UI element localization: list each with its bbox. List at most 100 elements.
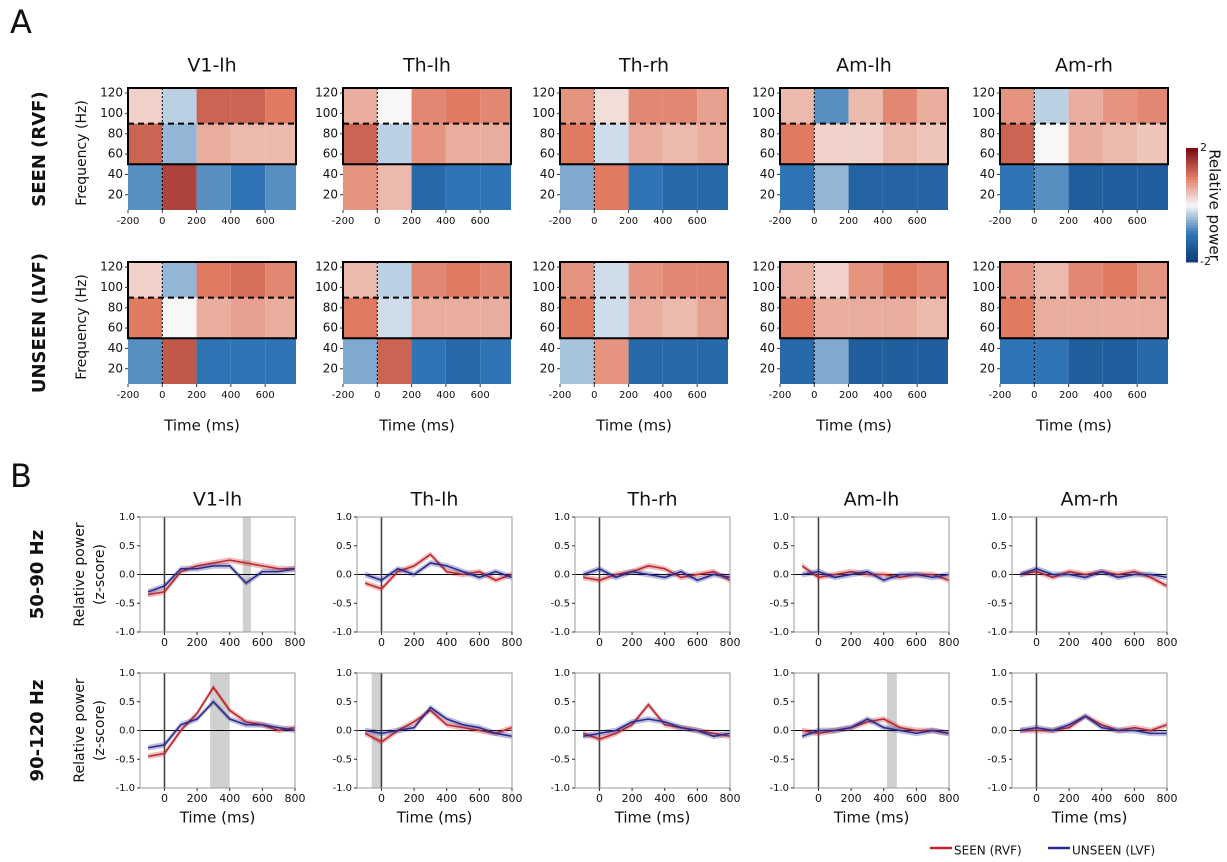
panel-title: Am-rh <box>1055 55 1113 77</box>
series-line <box>364 553 513 590</box>
heatmap-cell <box>377 297 412 339</box>
y-tick-label: 40 <box>540 341 555 355</box>
y-tick-label: -1.0 <box>332 627 352 638</box>
panel-title: Am-lh <box>836 55 892 77</box>
heatmap-cell <box>343 164 378 210</box>
x-tick-label: 0 <box>596 636 603 649</box>
colorbar-step <box>1186 159 1198 163</box>
series-line <box>582 567 731 582</box>
y-tick-label: 100 <box>972 106 995 120</box>
colorbar-tick-label: 2 <box>1200 141 1207 154</box>
y-tick-label: 1.0 <box>773 668 789 679</box>
heatmap-cell <box>780 262 815 298</box>
heatmap-cell <box>265 88 296 124</box>
x-tick-label: 400 <box>1093 216 1112 227</box>
x-tick-label: 0 <box>161 792 168 805</box>
heatmap-cell <box>196 88 231 124</box>
y-tick-label: 40 <box>108 341 123 355</box>
x-tick-label: 600 <box>908 216 927 227</box>
heatmap-cell <box>377 338 412 384</box>
series-line <box>365 706 513 738</box>
heatmap-cell <box>848 262 883 298</box>
heatmap-cell <box>445 123 481 165</box>
x-axis-label: Time (ms) <box>815 417 892 435</box>
x-axis-label: Time (ms) <box>614 809 691 827</box>
series-line <box>147 565 296 593</box>
y-tick-label: -1.0 <box>115 783 135 794</box>
y-tick-label: -1.0 <box>987 783 1007 794</box>
heatmap-cell <box>196 297 231 339</box>
x-axis-label: Time (ms) <box>1035 417 1112 435</box>
colorbar-step <box>1186 162 1198 166</box>
heatmap-cell <box>1068 88 1103 124</box>
y-tick-label: 20 <box>108 361 123 375</box>
y-tick-label: 0.0 <box>773 726 789 737</box>
x-tick-label: -200 <box>332 216 355 227</box>
x-tick-label: 200 <box>402 216 421 227</box>
colorbar-tick-label: -2 <box>1200 255 1211 268</box>
heatmap-cell <box>230 297 266 339</box>
y-tick-label: 0.0 <box>119 570 135 581</box>
y-tick-label: -1.0 <box>769 783 789 794</box>
x-tick-label: 600 <box>1128 390 1147 401</box>
heatmap-cell <box>480 338 511 384</box>
heatmap-cell <box>377 88 412 124</box>
heatmap-cell <box>917 164 948 210</box>
x-tick-label: 800 <box>1157 792 1178 805</box>
x-tick-label: 600 <box>471 216 490 227</box>
heatmap-cell <box>780 88 815 124</box>
colorbar-step <box>1186 196 1198 200</box>
heatmap-cell <box>1000 262 1035 298</box>
x-tick-label: 200 <box>1059 636 1080 649</box>
colorbar-step <box>1186 207 1198 212</box>
heatmap-cell <box>230 262 266 298</box>
heatmap-cell <box>560 164 595 210</box>
heatmap-cell <box>162 88 197 124</box>
heatmap-cell <box>480 262 511 298</box>
x-tick-label: 600 <box>252 636 273 649</box>
y-tick-label: 1.0 <box>554 668 570 679</box>
x-tick-label: 400 <box>219 792 240 805</box>
series-line <box>148 700 296 749</box>
x-tick-label: 0 <box>811 216 817 227</box>
x-tick-label: 200 <box>839 390 858 401</box>
y-tick-label: -1.0 <box>769 627 789 638</box>
x-tick-label: 0 <box>596 792 603 805</box>
y-tick-label: 80 <box>760 300 775 314</box>
heatmap-cell <box>594 123 629 165</box>
series-line <box>148 685 296 758</box>
colorbar-step <box>1186 230 1198 234</box>
x-tick-label: 200 <box>187 216 206 227</box>
y-tick-label: 0.0 <box>991 726 1007 737</box>
y-tick-label: 80 <box>323 126 338 140</box>
x-tick-label: 200 <box>1059 792 1080 805</box>
panel-title: V1-lh <box>193 489 242 511</box>
colorbar-step <box>1186 216 1198 220</box>
y-tick-label: 0.5 <box>119 697 135 708</box>
colorbar-step <box>1186 244 1198 249</box>
heatmap-cell <box>848 297 883 339</box>
series-line <box>1020 715 1167 735</box>
y-tick-label: 0.5 <box>554 697 570 708</box>
heatmap-cell <box>445 262 481 298</box>
x-tick-label: 200 <box>404 792 425 805</box>
heatmap-cell <box>697 164 728 210</box>
x-tick-label: 200 <box>1059 390 1078 401</box>
y-tick-label: -1.0 <box>115 627 135 638</box>
panel-title: Th-rh <box>618 55 669 77</box>
series-line <box>1019 567 1168 579</box>
y-tick-label: 1.0 <box>336 668 352 679</box>
x-tick-label: 400 <box>654 792 675 805</box>
y-tick-label: 20 <box>980 361 995 375</box>
y-tick-label: -0.5 <box>115 754 135 765</box>
x-tick-label: 0 <box>159 390 165 401</box>
x-tick-label: 600 <box>906 792 927 805</box>
y-tick-label: 40 <box>108 167 123 181</box>
y-tick-label: 120 <box>972 86 995 100</box>
x-tick-label: 800 <box>720 636 741 649</box>
error-band <box>148 557 295 598</box>
y-tick-label: -1.0 <box>332 783 352 794</box>
heatmap-cell <box>411 262 446 298</box>
y-tick-label: 1.0 <box>773 512 789 523</box>
x-tick-label: -200 <box>989 216 1012 227</box>
